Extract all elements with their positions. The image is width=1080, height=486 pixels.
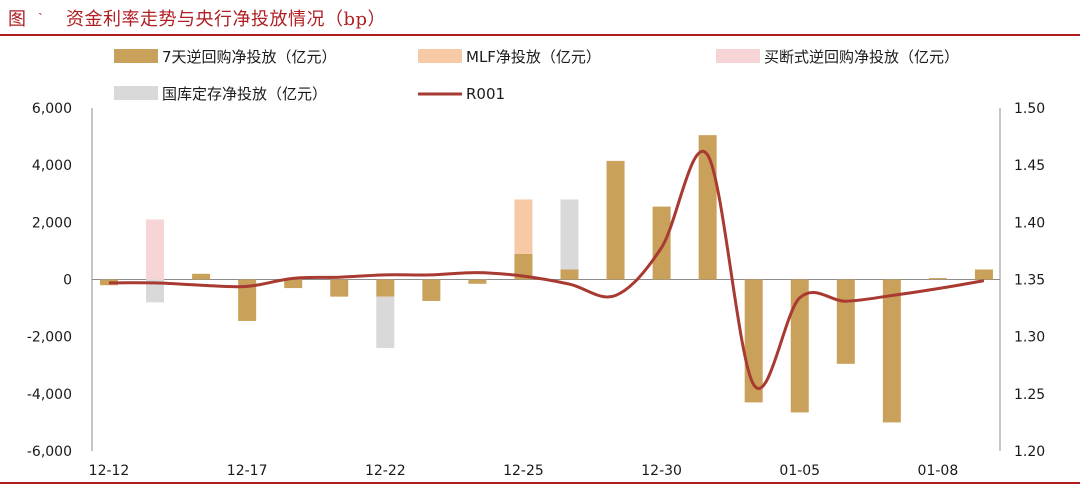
right-tick-label: 1.25 xyxy=(1014,387,1045,403)
bar-reverse-repo xyxy=(284,279,303,289)
bar-reverse-repo xyxy=(468,279,487,284)
legend-label: 国库定存净投放（亿元） xyxy=(162,85,327,103)
bar-treasury xyxy=(376,296,395,349)
bar-reverse-repo xyxy=(238,279,257,321)
x-tick-label: 12-17 xyxy=(227,463,268,479)
legend: 7天逆回购净投放（亿元） MLF净投放（亿元） 买断式逆回购净投放（亿元） 国库定存净… xyxy=(114,48,959,103)
right-tick-label: 1.50 xyxy=(1014,101,1045,117)
right-tick-label: 1.40 xyxy=(1014,215,1045,231)
left-tick-label: 2,000 xyxy=(32,215,72,231)
bar-reverse-repo xyxy=(974,269,993,280)
legend-swatch-treasury xyxy=(114,86,158,100)
x-tick-label: 12-30 xyxy=(641,463,682,479)
legend-label: 买断式逆回购净投放（亿元） xyxy=(764,48,959,66)
right-tick-label: 1.35 xyxy=(1014,273,1045,289)
x-tick-label: 01-08 xyxy=(918,463,959,479)
bar-reverse-repo xyxy=(882,279,901,423)
left-tick-label: 0 xyxy=(63,273,72,289)
legend-swatch-outright xyxy=(716,49,760,63)
bar-reverse-repo xyxy=(652,206,671,280)
bar-reverse-repo xyxy=(606,160,625,280)
left-tick-label: 4,000 xyxy=(32,158,72,174)
left-tick-label: -6,000 xyxy=(27,444,72,460)
bar-outright xyxy=(146,219,165,280)
x-tick-label: 12-12 xyxy=(89,463,130,479)
left-tick-label: -4,000 xyxy=(27,387,72,403)
bar-reverse-repo xyxy=(330,279,349,297)
bar-mlf xyxy=(514,199,533,254)
bar-reverse-repo xyxy=(422,279,441,301)
legend-swatch-reverse-repo xyxy=(114,49,158,63)
bar-reverse-repo xyxy=(928,278,947,280)
bar-series xyxy=(100,135,993,423)
right-tick-label: 1.20 xyxy=(1014,444,1045,460)
x-tick-label: 12-22 xyxy=(365,463,406,479)
r001-line xyxy=(108,150,985,390)
bar-treasury xyxy=(146,279,165,303)
legend-label: R001 xyxy=(466,85,505,103)
legend-swatch-mlf xyxy=(418,49,462,63)
bar-reverse-repo xyxy=(560,269,579,280)
tick-labels: 6,000 4,000 2,000 0 -2,000 -4,000 -6,000 1.50 1.… xyxy=(27,101,1045,479)
x-tick-label: 12-25 xyxy=(503,463,544,479)
r001-series xyxy=(108,150,985,390)
bar-reverse-repo xyxy=(790,279,809,413)
right-tick-label: 1.45 xyxy=(1014,158,1045,174)
bar-treasury xyxy=(560,199,579,270)
left-tick-label: -2,000 xyxy=(27,330,72,346)
title-divider xyxy=(0,34,1080,36)
bar-reverse-repo xyxy=(836,279,855,364)
figure-label: 图 xyxy=(8,9,26,30)
bar-reverse-repo xyxy=(192,273,211,280)
bottom-divider xyxy=(0,482,1080,484)
bar-reverse-repo xyxy=(376,279,395,297)
x-tick-label: 01-05 xyxy=(779,463,820,479)
chart-title: 资金利率走势与央行净投放情况（bp） xyxy=(66,9,387,30)
legend-label: MLF净投放（亿元） xyxy=(466,48,601,66)
legend-label: 7天逆回购净投放（亿元） xyxy=(162,48,337,66)
figure-title-row: 图 ˎ 资金利率走势与央行净投放情况（bp） xyxy=(8,0,1080,32)
right-tick-label: 1.30 xyxy=(1014,330,1045,346)
left-tick-label: 6,000 xyxy=(32,101,72,117)
figure-mark: ˎ xyxy=(38,0,43,16)
bar-reverse-repo xyxy=(514,253,533,280)
